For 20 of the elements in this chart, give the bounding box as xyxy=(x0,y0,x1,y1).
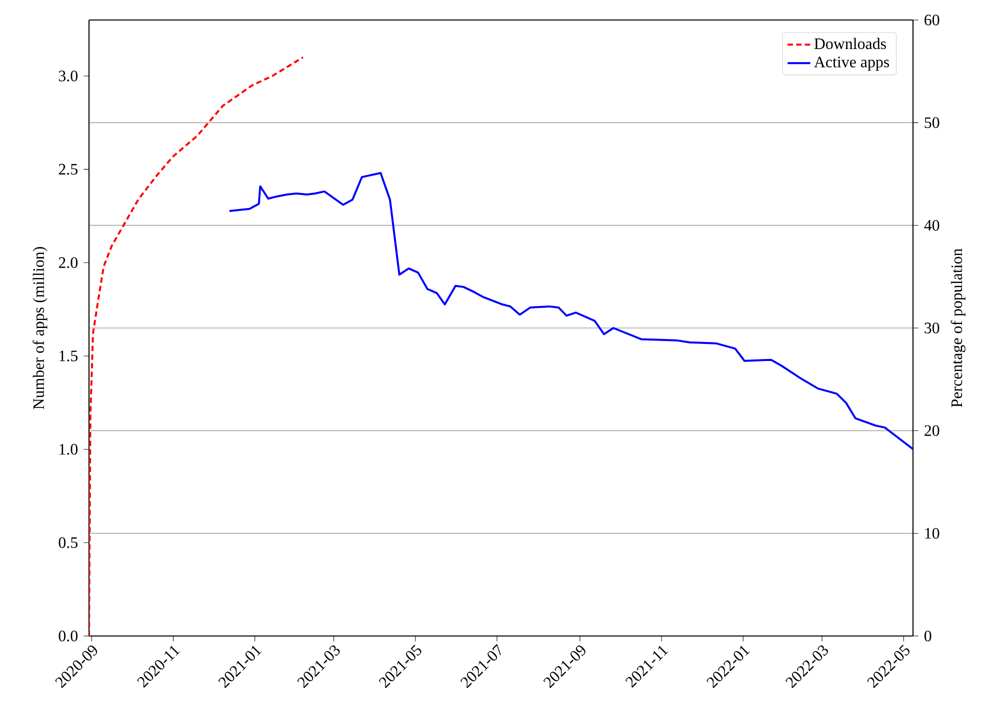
y2-tick-label: 30 xyxy=(924,322,940,334)
y2-tick-label: 0 xyxy=(924,630,932,642)
y-tick-label: 2.0 xyxy=(58,257,78,268)
line-series xyxy=(228,172,914,450)
line-series xyxy=(89,56,304,636)
y2-tick-label: 60 xyxy=(924,14,940,26)
legend-label: Active apps xyxy=(814,56,890,71)
y-tick-label: 0.0 xyxy=(58,630,78,642)
y2-tick-label: 50 xyxy=(924,117,940,128)
y2-tick-label: 10 xyxy=(925,528,940,539)
y2-axis-title: Percentage of population xyxy=(950,248,966,408)
y-axis-title: Number of apps (million) xyxy=(32,247,48,410)
y-tick-label: 1.0 xyxy=(60,444,78,455)
y-tick-label: 0.5 xyxy=(58,537,78,548)
y-tick-label: 3.0 xyxy=(58,70,78,82)
y2-tick-label: 20 xyxy=(924,425,940,436)
legend-label: Downloads xyxy=(814,38,886,50)
y-tick-label: 2.5 xyxy=(58,164,78,175)
y2-tick-label: 40 xyxy=(924,220,940,231)
y-tick-label: 1.5 xyxy=(60,350,78,362)
